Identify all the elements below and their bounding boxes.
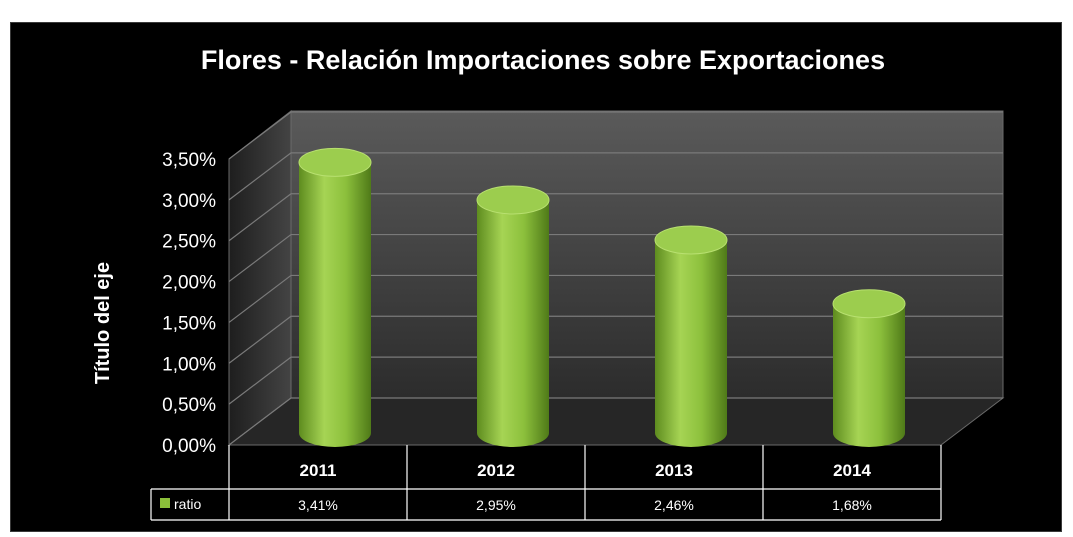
data-table: 2011 3,41% 2012 2,95% 2013 2,46% 2014 1,68% rati… xyxy=(150,445,942,521)
bar-top xyxy=(832,289,906,319)
gridline xyxy=(228,397,1003,446)
bar-body xyxy=(833,303,905,447)
data-label: 3,41% xyxy=(298,497,338,513)
bar-body xyxy=(299,162,371,447)
y-tick-label: 0,00% xyxy=(162,436,216,457)
bar-2011 xyxy=(298,147,372,447)
chart-frame: Flores - Relación Importaciones sobre Ex… xyxy=(10,22,1062,532)
bar-top xyxy=(654,225,728,255)
x-category-label: 2013 xyxy=(655,461,693,480)
data-label: 1,68% xyxy=(832,497,872,513)
data-label: 2,46% xyxy=(654,497,694,513)
y-tick-label: 2,50% xyxy=(162,232,216,253)
chart-svg: Flores - Relación Importaciones sobre Ex… xyxy=(92,45,1005,521)
bar-2014 xyxy=(832,289,906,447)
y-axis-title: Título del eje xyxy=(92,262,114,384)
bar-2013 xyxy=(654,225,728,447)
gridline xyxy=(228,152,1003,201)
legend-swatch xyxy=(160,498,170,508)
gridline xyxy=(228,111,1003,160)
bar-body xyxy=(655,239,727,447)
y-tick-label: 3,00% xyxy=(162,191,216,212)
gridlines xyxy=(228,111,1003,446)
y-axis-ticks: 0,00% 0,50% 1,00% 1,50% 2,00% 2,50% 3,00% 3,50% xyxy=(162,150,216,457)
gridline xyxy=(228,233,1003,283)
bars xyxy=(298,147,906,447)
bar-top xyxy=(298,147,372,177)
data-label: 2,95% xyxy=(476,497,516,513)
x-category-label: 2012 xyxy=(477,461,515,480)
bar-top xyxy=(476,185,550,215)
legend-label: ratio xyxy=(174,496,201,512)
y-tick-label: 0,50% xyxy=(162,395,216,416)
chart-side-wall xyxy=(228,109,292,447)
gridline xyxy=(228,274,1003,323)
x-category-label: 2014 xyxy=(833,461,871,480)
y-tick-label: 1,50% xyxy=(162,313,216,334)
gridline xyxy=(228,193,1003,242)
gridline xyxy=(228,356,1003,405)
x-category-label: 2011 xyxy=(300,461,337,480)
y-tick-label: 3,50% xyxy=(162,150,216,171)
gridline xyxy=(228,315,1003,364)
bar-2012 xyxy=(476,185,550,447)
bar-body xyxy=(477,199,549,447)
y-tick-label: 2,00% xyxy=(162,273,216,294)
chart-title: Flores - Relación Importaciones sobre Ex… xyxy=(201,45,885,75)
y-tick-label: 1,00% xyxy=(162,354,216,375)
